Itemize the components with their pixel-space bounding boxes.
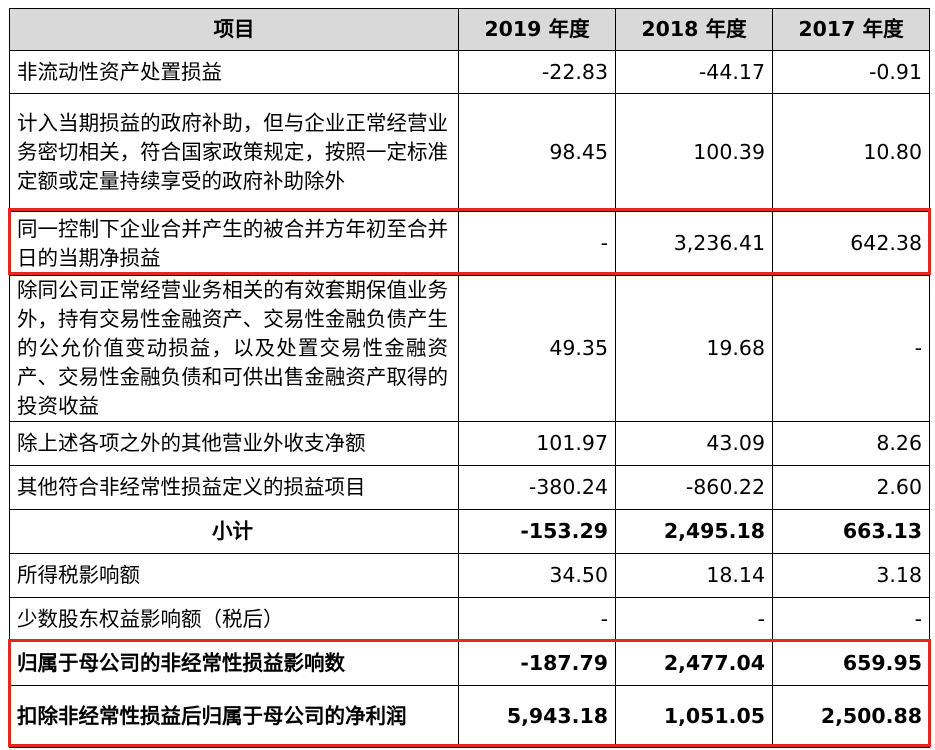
row-item-label: 除上述各项之外的其他营业外收支净额 bbox=[9, 421, 459, 466]
value-2018: -44.17 bbox=[615, 50, 773, 94]
value-2017: - bbox=[772, 597, 930, 642]
row-item-label: 非流动性资产处置损益 bbox=[9, 50, 459, 94]
value-2017: 2,500.88 bbox=[772, 685, 930, 748]
value-2018: 100.39 bbox=[615, 93, 773, 212]
value-2017: 8.26 bbox=[772, 421, 930, 466]
value-2019: -22.83 bbox=[458, 50, 616, 94]
row-item-label: 归属于母公司的非经常性损益影响数 bbox=[9, 641, 459, 686]
header-2018: 2018 年度 bbox=[615, 8, 773, 51]
table-row: 非流动性资产处置损益 -22.83 -44.17 -0.91 bbox=[9, 50, 930, 94]
table-row: 扣除非经常性损益后归属于母公司的净利润 5,943.18 1,051.05 2,… bbox=[9, 685, 930, 748]
value-2019: 5,943.18 bbox=[458, 685, 616, 748]
table-header-row: 项目 2019 年度 2018 年度 2017 年度 bbox=[9, 8, 930, 51]
table-row: 同一控制下企业合并产生的被合并方年初至合并日的当期净损益 - 3,236.41 … bbox=[9, 211, 930, 276]
value-2017: -0.91 bbox=[772, 50, 930, 94]
row-item-label: 其他符合非经常性损益定义的损益项目 bbox=[9, 465, 459, 510]
value-2018: 2,477.04 bbox=[615, 641, 773, 686]
header-2019: 2019 年度 bbox=[458, 8, 616, 51]
row-item-label: 同一控制下企业合并产生的被合并方年初至合并日的当期净损益 bbox=[9, 211, 459, 276]
value-2018: -860.22 bbox=[615, 465, 773, 510]
value-2019: 98.45 bbox=[458, 93, 616, 212]
table-row: 少数股东权益影响额（税后） - - - bbox=[9, 597, 930, 642]
table-row: 除上述各项之外的其他营业外收支净额 101.97 43.09 8.26 bbox=[9, 421, 930, 466]
value-2017: 663.13 bbox=[772, 509, 930, 554]
table-row: 其他符合非经常性损益定义的损益项目 -380.24 -860.22 2.60 bbox=[9, 465, 930, 510]
value-2017: - bbox=[772, 275, 930, 422]
value-2019: -153.29 bbox=[458, 509, 616, 554]
value-2019: 49.35 bbox=[458, 275, 616, 422]
value-2017: 3.18 bbox=[772, 553, 930, 598]
value-2019: 101.97 bbox=[458, 421, 616, 466]
table-row: 计入当期损益的政府补助，但与企业正常经营业务密切相关，符合国家政策规定，按照一定… bbox=[9, 93, 930, 212]
value-2019: -380.24 bbox=[458, 465, 616, 510]
value-2018: 43.09 bbox=[615, 421, 773, 466]
table-row: 除同公司正常经营业务相关的有效套期保值业务外，持有交易性金融资产、交易性金融负债… bbox=[9, 275, 930, 422]
value-2018: 3,236.41 bbox=[615, 211, 773, 276]
value-2017: 2.60 bbox=[772, 465, 930, 510]
value-2019: - bbox=[458, 597, 616, 642]
value-2019: 34.50 bbox=[458, 553, 616, 598]
value-2017: 659.95 bbox=[772, 641, 930, 686]
row-item-label: 扣除非经常性损益后归属于母公司的净利润 bbox=[9, 685, 459, 748]
header-item: 项目 bbox=[9, 8, 459, 51]
row-item-label: 计入当期损益的政府补助，但与企业正常经营业务密切相关，符合国家政策规定，按照一定… bbox=[9, 93, 459, 212]
value-2019: -187.79 bbox=[458, 641, 616, 686]
value-2018: 2,495.18 bbox=[615, 509, 773, 554]
value-2018: 19.68 bbox=[615, 275, 773, 422]
subtotal-row: 小计 -153.29 2,495.18 663.13 bbox=[9, 509, 930, 554]
value-2018: 1,051.05 bbox=[615, 685, 773, 748]
table-row: 归属于母公司的非经常性损益影响数 -187.79 2,477.04 659.95 bbox=[9, 641, 930, 686]
non-recurring-gains-table: 项目 2019 年度 2018 年度 2017 年度 非流动性资产处置损益 -2… bbox=[9, 8, 930, 748]
value-2018: 18.14 bbox=[615, 553, 773, 598]
header-2017: 2017 年度 bbox=[772, 8, 930, 51]
value-2018: - bbox=[615, 597, 773, 642]
row-item-label: 所得税影响额 bbox=[9, 553, 459, 598]
table-row: 所得税影响额 34.50 18.14 3.18 bbox=[9, 553, 930, 598]
value-2017: 642.38 bbox=[772, 211, 930, 276]
value-2017: 10.80 bbox=[772, 93, 930, 212]
subtotal-label: 小计 bbox=[9, 509, 459, 554]
row-item-label: 少数股东权益影响额（税后） bbox=[9, 597, 459, 642]
value-2019: - bbox=[458, 211, 616, 276]
row-item-label: 除同公司正常经营业务相关的有效套期保值业务外，持有交易性金融资产、交易性金融负债… bbox=[9, 275, 459, 422]
